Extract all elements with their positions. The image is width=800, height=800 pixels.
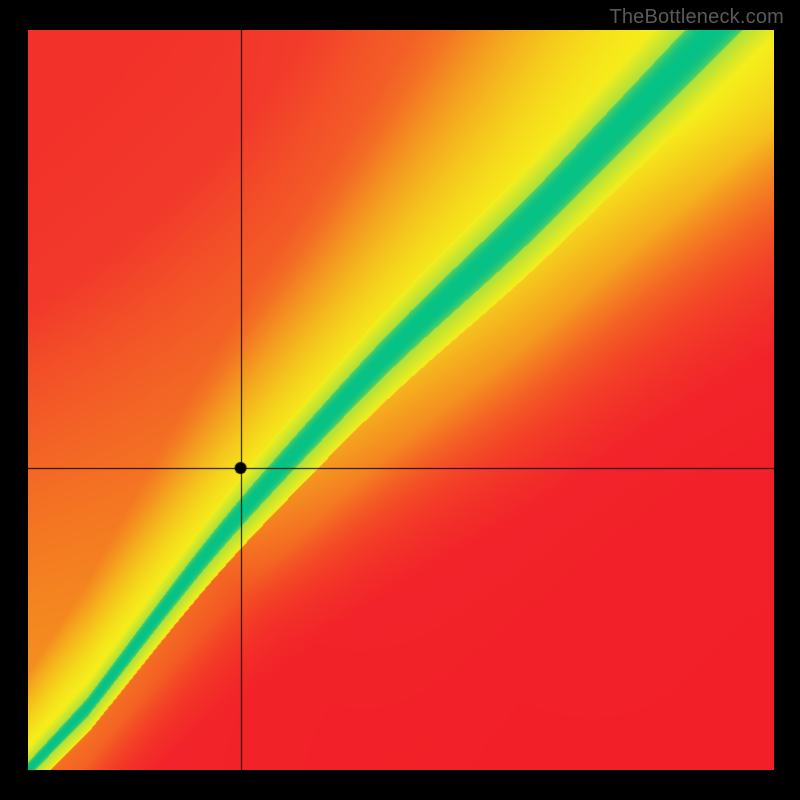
crosshair-overlay xyxy=(28,30,774,770)
watermark-text: TheBottleneck.com xyxy=(609,6,784,29)
